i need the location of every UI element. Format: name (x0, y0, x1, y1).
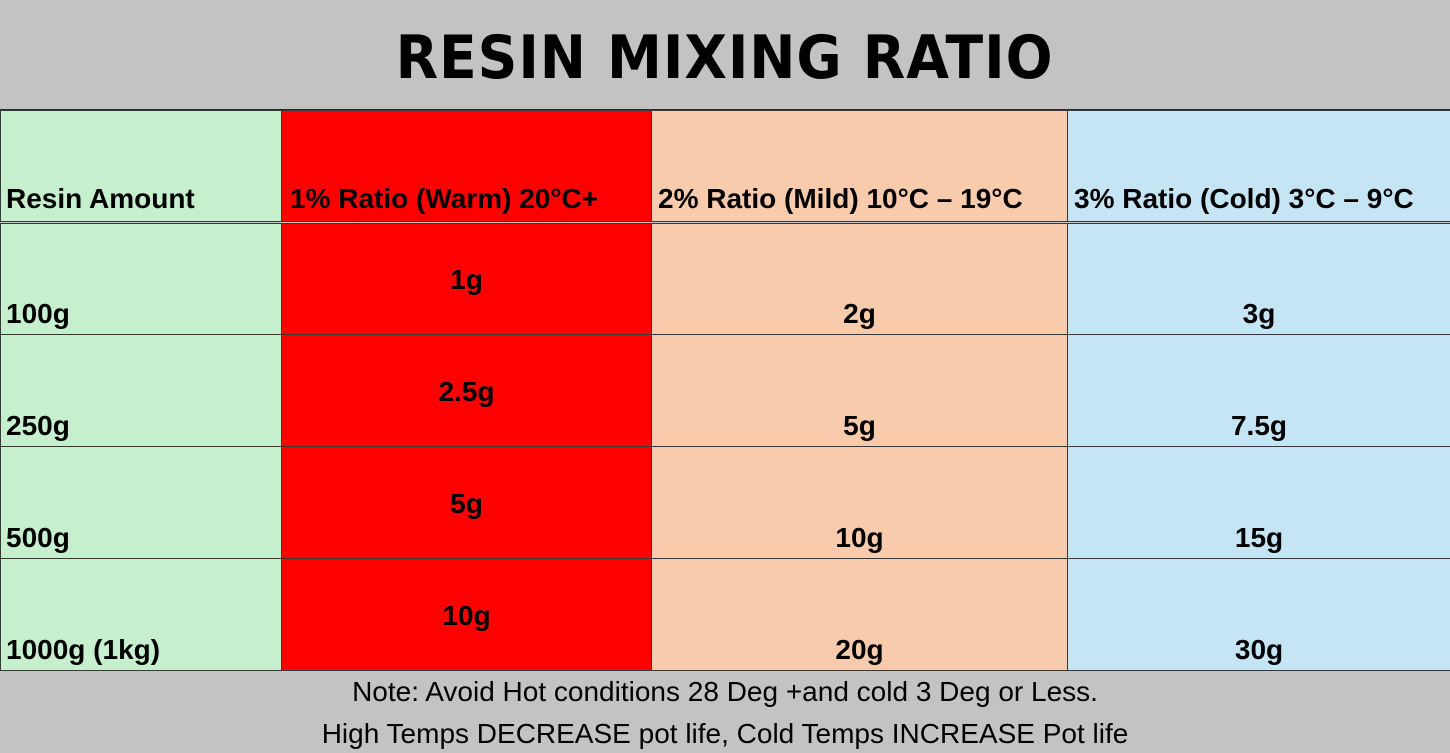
mild-ratio-cell: 20g (651, 558, 1068, 671)
title-band: RESIN MIXING RATIO (0, 0, 1450, 110)
warm-ratio-cell: 2.5g (281, 334, 652, 447)
note-band: Note: Avoid Hot conditions 28 Deg +and c… (0, 671, 1450, 753)
table-row: 500g 5g 10g 15g (0, 446, 1450, 559)
note-line-pot-life: High Temps DECREASE pot life, Cold Temps… (321, 718, 1129, 749)
table-row: 1000g (1kg) 10g 20g 30g (0, 558, 1450, 671)
resin-amount-cell: 250g (0, 334, 282, 447)
resin-amount-cell: 100g (0, 222, 282, 335)
header-mild-ratio: 2% Ratio (Mild) 10°C – 19°C (651, 110, 1068, 224)
warm-ratio-cell: 10g (281, 558, 652, 671)
table-row: 250g 2.5g 5g 7.5g (0, 334, 1450, 447)
mild-ratio-cell: 5g (651, 334, 1068, 447)
page-title: RESIN MIXING RATIO (396, 22, 1054, 93)
cold-ratio-cell: 3g (1067, 222, 1450, 335)
table-header-row: Resin Amount 1% Ratio (Warm) 20°C+ 2% Ra… (0, 110, 1450, 224)
ratio-table: Resin Amount 1% Ratio (Warm) 20°C+ 2% Ra… (0, 110, 1450, 671)
warm-ratio-cell: 1g (281, 222, 652, 335)
cold-ratio-cell: 30g (1067, 558, 1450, 671)
header-resin-amount: Resin Amount (0, 110, 282, 224)
resin-amount-cell: 500g (0, 446, 282, 559)
note-line-avoid: Note: Avoid Hot conditions 28 Deg +and c… (352, 676, 1098, 707)
resin-amount-cell: 1000g (1kg) (0, 558, 282, 671)
cold-ratio-cell: 15g (1067, 446, 1450, 559)
table-row: 100g 1g 2g 3g (0, 222, 1450, 335)
mild-ratio-cell: 10g (651, 446, 1068, 559)
mild-ratio-cell: 2g (651, 222, 1068, 335)
warm-ratio-cell: 5g (281, 446, 652, 559)
header-warm-ratio: 1% Ratio (Warm) 20°C+ (281, 110, 652, 224)
header-cold-ratio: 3% Ratio (Cold) 3°C – 9°C (1067, 110, 1450, 224)
cold-ratio-cell: 7.5g (1067, 334, 1450, 447)
